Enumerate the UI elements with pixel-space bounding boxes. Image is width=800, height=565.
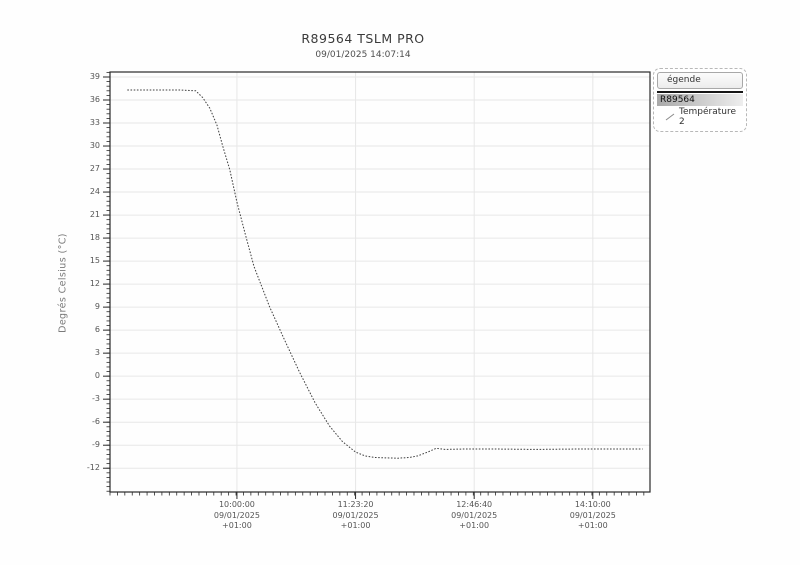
x-tick-date: 09/01/2025 <box>451 510 498 520</box>
x-tick-timezone: +01:00 <box>222 521 252 530</box>
x-tick-label: 12:46:40 09/01/2025 +01:00 <box>427 500 521 532</box>
legend-divider <box>657 91 743 93</box>
x-tick-time: 12:46:40 <box>456 500 493 509</box>
chart-title: R89564 TSLM PRO <box>301 31 425 46</box>
x-tick-date: 09/01/2025 <box>569 510 616 520</box>
y-tick-label: 3 <box>94 348 100 358</box>
y-tick-label: 0 <box>94 371 100 381</box>
y-tick-label: 33 <box>89 118 100 127</box>
legend-series-row[interactable]: Température 2 <box>657 106 743 127</box>
x-tick-timezone: +01:00 <box>340 521 371 530</box>
x-tick-date: 09/01/2025 <box>213 510 260 520</box>
y-tick-label: -9 <box>92 440 100 450</box>
x-tick-time: 11:23:20 <box>337 500 374 509</box>
legend-series-label: Température 2 <box>679 107 737 127</box>
y-tick-label: 27 <box>89 164 100 174</box>
legend-panel: égende R89564 Température 2 <box>653 68 747 132</box>
x-tick-date: 09/01/2025 <box>332 510 379 520</box>
x-tick-label: 10:00:00 09/01/2025 +01:00 <box>190 500 284 532</box>
x-tick-label: 11:23:20 09/01/2025 +01:00 <box>309 500 403 532</box>
x-tick-time: 10:00:00 <box>218 500 255 509</box>
y-tick-label: -6 <box>92 417 100 427</box>
temperature-series-line <box>127 89 643 459</box>
y-tick-label: 12 <box>89 279 100 289</box>
y-tick-label: 6 <box>94 325 100 335</box>
x-tick-timezone: +01:00 <box>577 521 608 530</box>
y-tick-label: 24 <box>89 187 100 197</box>
chart-subtitle: 09/01/2025 14:07:14 <box>315 50 411 60</box>
y-tick-label: 21 <box>89 210 100 220</box>
y-tick-label: -3 <box>92 394 100 404</box>
x-tick-label: 14:10:00 09/01/2025 +01:00 <box>546 500 640 532</box>
y-tick-label: 18 <box>89 233 100 243</box>
legend-header[interactable]: égende <box>657 72 743 89</box>
x-tick-time: 14:10:00 <box>574 500 611 509</box>
x-tick-timezone: +01:00 <box>459 521 490 530</box>
y-tick-label: 39 <box>89 71 100 81</box>
y-tick-label: -12 <box>86 463 100 473</box>
y-tick-label: 30 <box>89 141 100 151</box>
series-line-marker-icon <box>665 113 675 121</box>
y-tick-label: 15 <box>89 256 100 266</box>
legend-device-row[interactable]: R89564 <box>657 94 743 106</box>
y-tick-label: 36 <box>89 95 100 104</box>
y-tick-label: 9 <box>94 302 100 312</box>
plot-frame <box>109 71 651 493</box>
